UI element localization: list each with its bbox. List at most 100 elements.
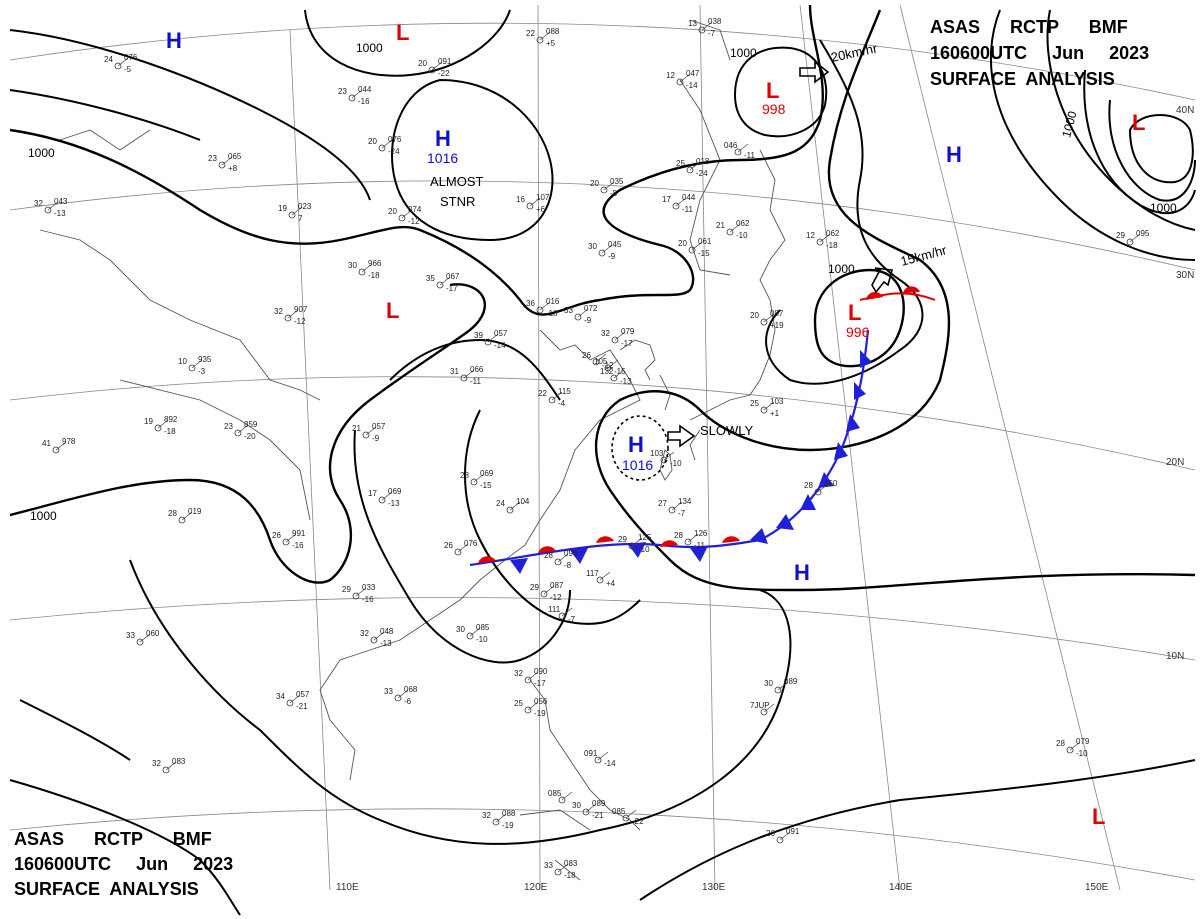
station-tendency: -12	[602, 361, 614, 370]
wind-barb	[543, 585, 555, 595]
wind-barb	[457, 543, 469, 553]
station-circle	[698, 26, 706, 34]
wind-barb	[365, 426, 377, 436]
taiwan-high-dashed	[611, 415, 669, 481]
station-pressure: 107	[536, 193, 550, 202]
station-plot: 28 079 -10	[1056, 737, 1090, 758]
station-temp: 34	[276, 692, 285, 701]
isobar-south-china	[353, 429, 571, 664]
high-center: H	[166, 28, 182, 53]
station-temp: 32	[274, 307, 283, 316]
isobar-south	[639, 759, 1196, 901]
station-tendency: -13	[388, 499, 400, 508]
station-pressure: 065	[228, 152, 242, 161]
station-tendency: -10	[1076, 749, 1088, 758]
station-plot: 27 134 -7	[658, 497, 692, 518]
station-temp: 23	[224, 422, 233, 431]
station-pressure: 087	[770, 309, 784, 318]
station-tendency: -24	[388, 147, 400, 156]
station-tendency: +5	[546, 39, 556, 48]
low-pressure-value: 998	[762, 101, 786, 117]
station-temp: 20	[750, 311, 759, 320]
wind-barb	[401, 209, 413, 219]
wind-barb	[1129, 233, 1141, 243]
station-pressure: 087	[550, 581, 564, 590]
station-pressure: 991	[292, 529, 306, 538]
station-circle	[44, 206, 52, 214]
isobar-labels: 1000 1000 1000 1000 1000 1000 1000	[28, 41, 1177, 523]
wind-barb	[607, 359, 619, 369]
station-pressure: 150	[824, 479, 838, 488]
station-pressure: 062	[826, 229, 840, 238]
station-plot: 29 095	[1116, 229, 1150, 246]
warm-front-bump	[478, 556, 496, 563]
station-plot: 26 076	[444, 539, 478, 556]
station-plot: 31 066 -11	[450, 365, 484, 386]
station-tendency: -10	[638, 545, 650, 554]
station-tendency: -6	[404, 697, 412, 706]
station-temp: 12	[806, 231, 815, 240]
station-tendency: -21	[296, 702, 308, 711]
header-bottom-line1: ASAS RCTP BMF	[14, 829, 212, 849]
wind-barb	[47, 201, 59, 211]
station-temp: 30	[572, 801, 581, 810]
station-tendency: 7	[298, 214, 303, 223]
station-circle	[598, 249, 606, 257]
wind-barb	[557, 553, 569, 563]
station-pressure: 062	[736, 219, 750, 228]
wind-barb	[221, 156, 233, 166]
station-circle	[154, 424, 162, 432]
station-temp: 29	[618, 535, 627, 544]
station-plot: 21 062 -10	[716, 219, 750, 240]
station-temp: 24	[496, 499, 505, 508]
isobar-japan-low	[813, 268, 905, 368]
isobar-scs	[464, 409, 641, 625]
station-temp: 29	[530, 583, 539, 592]
station-plot: 32 079 -17	[601, 327, 635, 348]
station-temp: 28	[460, 471, 469, 480]
station-temp: 10	[178, 357, 187, 366]
wind-barb	[291, 206, 303, 216]
station-pressure: 072	[584, 304, 598, 313]
station-plot: 28 150	[804, 479, 838, 496]
header-bottom-line2: 160600UTC Jun 2023	[14, 854, 233, 874]
isobars	[9, 4, 1196, 916]
station-tendency: +19	[770, 321, 784, 330]
station-tendency: -15	[614, 367, 626, 376]
wind-barb	[763, 313, 775, 323]
high-center: H	[794, 560, 810, 585]
station-tendency: -11	[470, 377, 482, 386]
station-tendency: -20	[244, 432, 256, 441]
coastlines	[39, 19, 786, 881]
wind-barb	[527, 701, 539, 711]
station-temp: 33	[384, 687, 393, 696]
station-tendency: -9	[584, 316, 592, 325]
station-circle	[816, 238, 824, 246]
station-tendency: -4	[558, 399, 566, 408]
pressure-systems: H H 1016 H 1016 H H L L 998 L 996 L L L	[166, 20, 1145, 829]
wind-barb	[373, 631, 385, 641]
station-plot: 20 061 -15	[678, 237, 712, 258]
isobar-label: 1000	[730, 46, 757, 60]
isobar-okhotsk-low	[733, 46, 828, 138]
station-circle	[1126, 238, 1134, 246]
low-center: L	[396, 20, 409, 45]
station-circle	[540, 590, 548, 598]
lat-label: 40N	[1176, 105, 1194, 116]
station-temp: 21	[352, 424, 361, 433]
low-center: L	[1092, 804, 1105, 829]
station-pressure: 099	[564, 549, 578, 558]
station-circle	[288, 211, 296, 219]
station-circle	[1066, 746, 1074, 754]
isobar-ne4	[1108, 99, 1196, 202]
station-tendency: -7	[708, 29, 716, 38]
wind-barb	[779, 831, 791, 841]
station-circle	[188, 364, 196, 372]
station-temp: 111	[548, 605, 561, 614]
station-plot: 10 935 -3	[178, 355, 212, 376]
wind-barb	[157, 419, 169, 429]
station-temp: 22	[538, 389, 547, 398]
station-plot: 23 044 -16	[338, 85, 372, 106]
wind-barb	[539, 31, 551, 41]
